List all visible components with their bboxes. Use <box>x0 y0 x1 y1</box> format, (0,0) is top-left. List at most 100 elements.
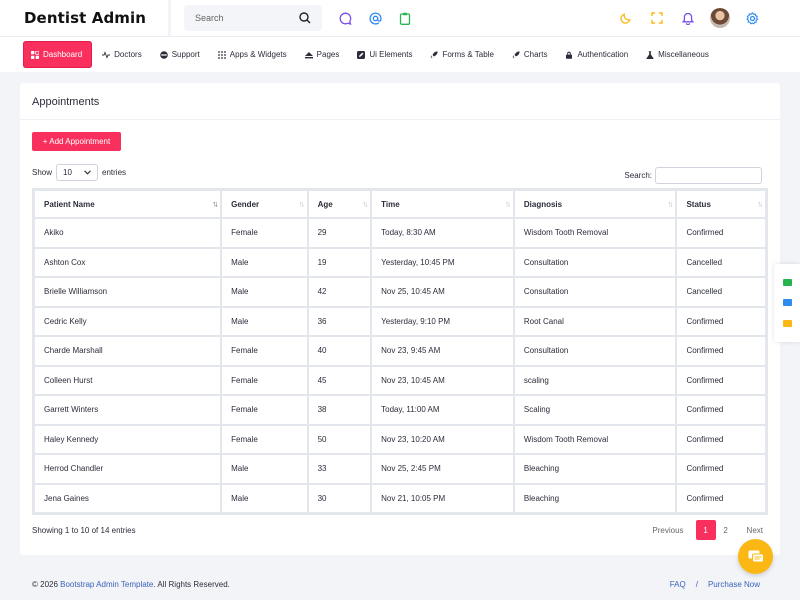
header-right-icons <box>617 8 761 28</box>
age-cell: 45 <box>308 366 371 394</box>
table-search-label: Search: <box>624 171 652 180</box>
time-cell: Yesterday, 9:10 PM <box>372 307 513 335</box>
lock-icon <box>566 51 573 59</box>
table-body: Akiko Female 29 Today, 8:30 AM Wisdom Tooth … <box>35 219 765 512</box>
pulse-icon <box>102 50 111 59</box>
image-icon[interactable] <box>782 299 792 307</box>
time-cell: Nov 21, 10:05 PM <box>372 484 513 512</box>
header-label: Status <box>686 199 711 209</box>
patient-name-cell: Cedric Kelly <box>35 307 221 335</box>
nav-doctors[interactable]: Doctors <box>93 42 151 68</box>
sort-icon: ↑↓ <box>504 199 511 209</box>
moon-icon[interactable] <box>617 9 635 27</box>
chat-fab-button[interactable] <box>738 539 773 574</box>
col-time[interactable]: Time ↑↓ <box>372 191 513 217</box>
entries-length: Show 10 entries <box>32 164 126 181</box>
sort-icon: ↑↓ <box>667 199 673 209</box>
sort-icon: ↑↓ <box>298 199 305 209</box>
nav-authentication[interactable]: Authentication <box>556 42 637 68</box>
col-patient-name[interactable]: Patient Name ↑↓ <box>35 191 221 217</box>
pages-icon <box>304 51 313 58</box>
brand-title[interactable]: Dentist Admin <box>24 9 147 27</box>
gender-cell: Male <box>222 455 307 483</box>
nav-support[interactable]: Support <box>151 42 209 68</box>
show-label: Show <box>32 168 53 177</box>
status-cell: Confirmed <box>677 366 765 394</box>
add-appointment-button[interactable]: + Add Appointment <box>32 132 121 151</box>
footer-prefix: © 2026 <box>32 580 61 589</box>
time-cell: Today, 8:30 AM <box>372 219 513 247</box>
status-cell: Confirmed <box>677 396 765 424</box>
time-cell: Nov 23, 10:20 AM <box>372 425 513 453</box>
nav-label: Ui Elements <box>369 50 413 59</box>
age-cell: 50 <box>308 425 371 453</box>
table-row: Cedric Kelly Male 36 Yesterday, 9:10 PM Root… <box>35 307 765 335</box>
footer-copyright: © 2026 Bootstrap Admin Template. All Rig… <box>32 580 230 589</box>
nav-label: Doctors <box>114 50 142 59</box>
search-input[interactable] <box>195 13 295 23</box>
sort-asc-icon: ↑↓ <box>212 199 218 209</box>
nav-label: Miscellaneous <box>658 50 709 59</box>
age-cell: 29 <box>308 219 371 247</box>
age-cell: 40 <box>308 337 371 365</box>
age-cell: 30 <box>308 484 371 512</box>
col-diagnosis[interactable]: Diagnosis ↑↓ <box>514 191 676 217</box>
faq-link[interactable]: FAQ <box>669 580 686 589</box>
nav-label: Apps & Widgets <box>229 50 287 59</box>
nav-label: Pages <box>316 50 340 59</box>
previous-page-button[interactable]: Previous <box>652 525 684 535</box>
nav-label: Forms & Table <box>442 50 494 59</box>
money-icon[interactable] <box>782 278 792 286</box>
bell-icon[interactable] <box>679 9 697 27</box>
chat-icon[interactable] <box>336 9 354 27</box>
card-title: Appointments <box>32 96 100 108</box>
search-icon[interactable] <box>296 9 314 27</box>
diagnosis-cell: scaling <box>514 366 676 394</box>
folder-icon[interactable] <box>782 320 792 328</box>
nav-charts[interactable]: Charts <box>503 42 557 68</box>
avatar[interactable] <box>710 8 730 28</box>
purchase-now-link[interactable]: Purchase Now <box>707 580 760 589</box>
entries-select[interactable]: 10 <box>56 164 99 181</box>
nav-dashboard[interactable]: Dashboard <box>23 41 93 68</box>
page-1-button[interactable]: 1 <box>695 520 716 540</box>
pencil-icon <box>357 50 366 59</box>
nav-ui-elements[interactable]: Ui Elements <box>348 42 421 68</box>
footer-template-link[interactable]: Bootstrap Admin Template <box>60 580 154 589</box>
at-icon[interactable] <box>366 9 384 27</box>
table-row: Jena Gaines Male 30 Nov 21, 10:05 PM Bleachi… <box>35 484 765 512</box>
nav-label: Dashboard <box>43 50 83 59</box>
status-cell: Confirmed <box>677 219 765 247</box>
time-cell: Nov 23, 9:45 AM <box>372 337 513 365</box>
col-gender[interactable]: Gender ↑↓ <box>222 191 307 217</box>
age-cell: 42 <box>308 278 371 306</box>
nav-label: Charts <box>523 50 548 59</box>
time-cell: Yesterday, 10:45 PM <box>372 248 513 276</box>
patient-name-cell: Colleen Hurst <box>35 366 221 394</box>
table-row: Akiko Female 29 Today, 8:30 AM Wisdom Tooth … <box>35 219 765 247</box>
appointments-card: Appointments + Add Appointment Show 10 e… <box>20 83 780 555</box>
clipboard-icon[interactable] <box>396 9 414 27</box>
nav-apps-widgets[interactable]: Apps & Widgets <box>209 42 296 68</box>
fullscreen-icon[interactable] <box>648 9 666 27</box>
table-search-input[interactable] <box>655 167 762 184</box>
diagnosis-cell: Scaling <box>514 396 676 424</box>
chat-bubble-icon <box>748 550 764 562</box>
col-status[interactable]: Status ↑↓ <box>677 191 765 217</box>
footer-separator: / <box>695 580 698 589</box>
next-page-button[interactable]: Next <box>746 525 763 535</box>
nav-forms-table[interactable]: Forms & Table <box>421 42 502 68</box>
diagnosis-cell: Consultation <box>514 278 676 306</box>
table-row: Herrod Chandler Male 33 Nov 25, 2:45 PM Blea… <box>35 455 765 483</box>
diagnosis-cell: Bleaching <box>514 484 676 512</box>
gear-icon[interactable] <box>743 9 761 27</box>
table-info: Showing 1 to 10 of 14 entries <box>32 526 136 535</box>
patient-name-cell: Garrett Winters <box>35 396 221 424</box>
nav-label: Authentication <box>577 50 629 59</box>
page-2-button[interactable]: 2 <box>723 525 728 535</box>
col-age[interactable]: Age ↑↓ <box>308 191 371 217</box>
nav-pages[interactable]: Pages <box>296 42 349 68</box>
table-row: Charde Marshall Female 40 Nov 23, 9:45 AM Co… <box>35 337 765 365</box>
nav-miscellaneous[interactable]: Miscellaneous <box>637 42 718 68</box>
table-header-row: Patient Name ↑↓ Gender ↑↓ Age ↑↓ Time ↑↓ Dia… <box>35 191 765 217</box>
